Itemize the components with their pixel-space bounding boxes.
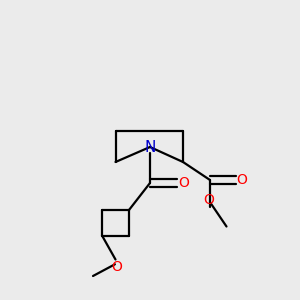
Text: O: O: [237, 173, 248, 187]
Text: O: O: [112, 260, 122, 274]
Text: N: N: [144, 140, 156, 154]
Text: O: O: [178, 176, 189, 190]
Text: O: O: [203, 193, 214, 206]
